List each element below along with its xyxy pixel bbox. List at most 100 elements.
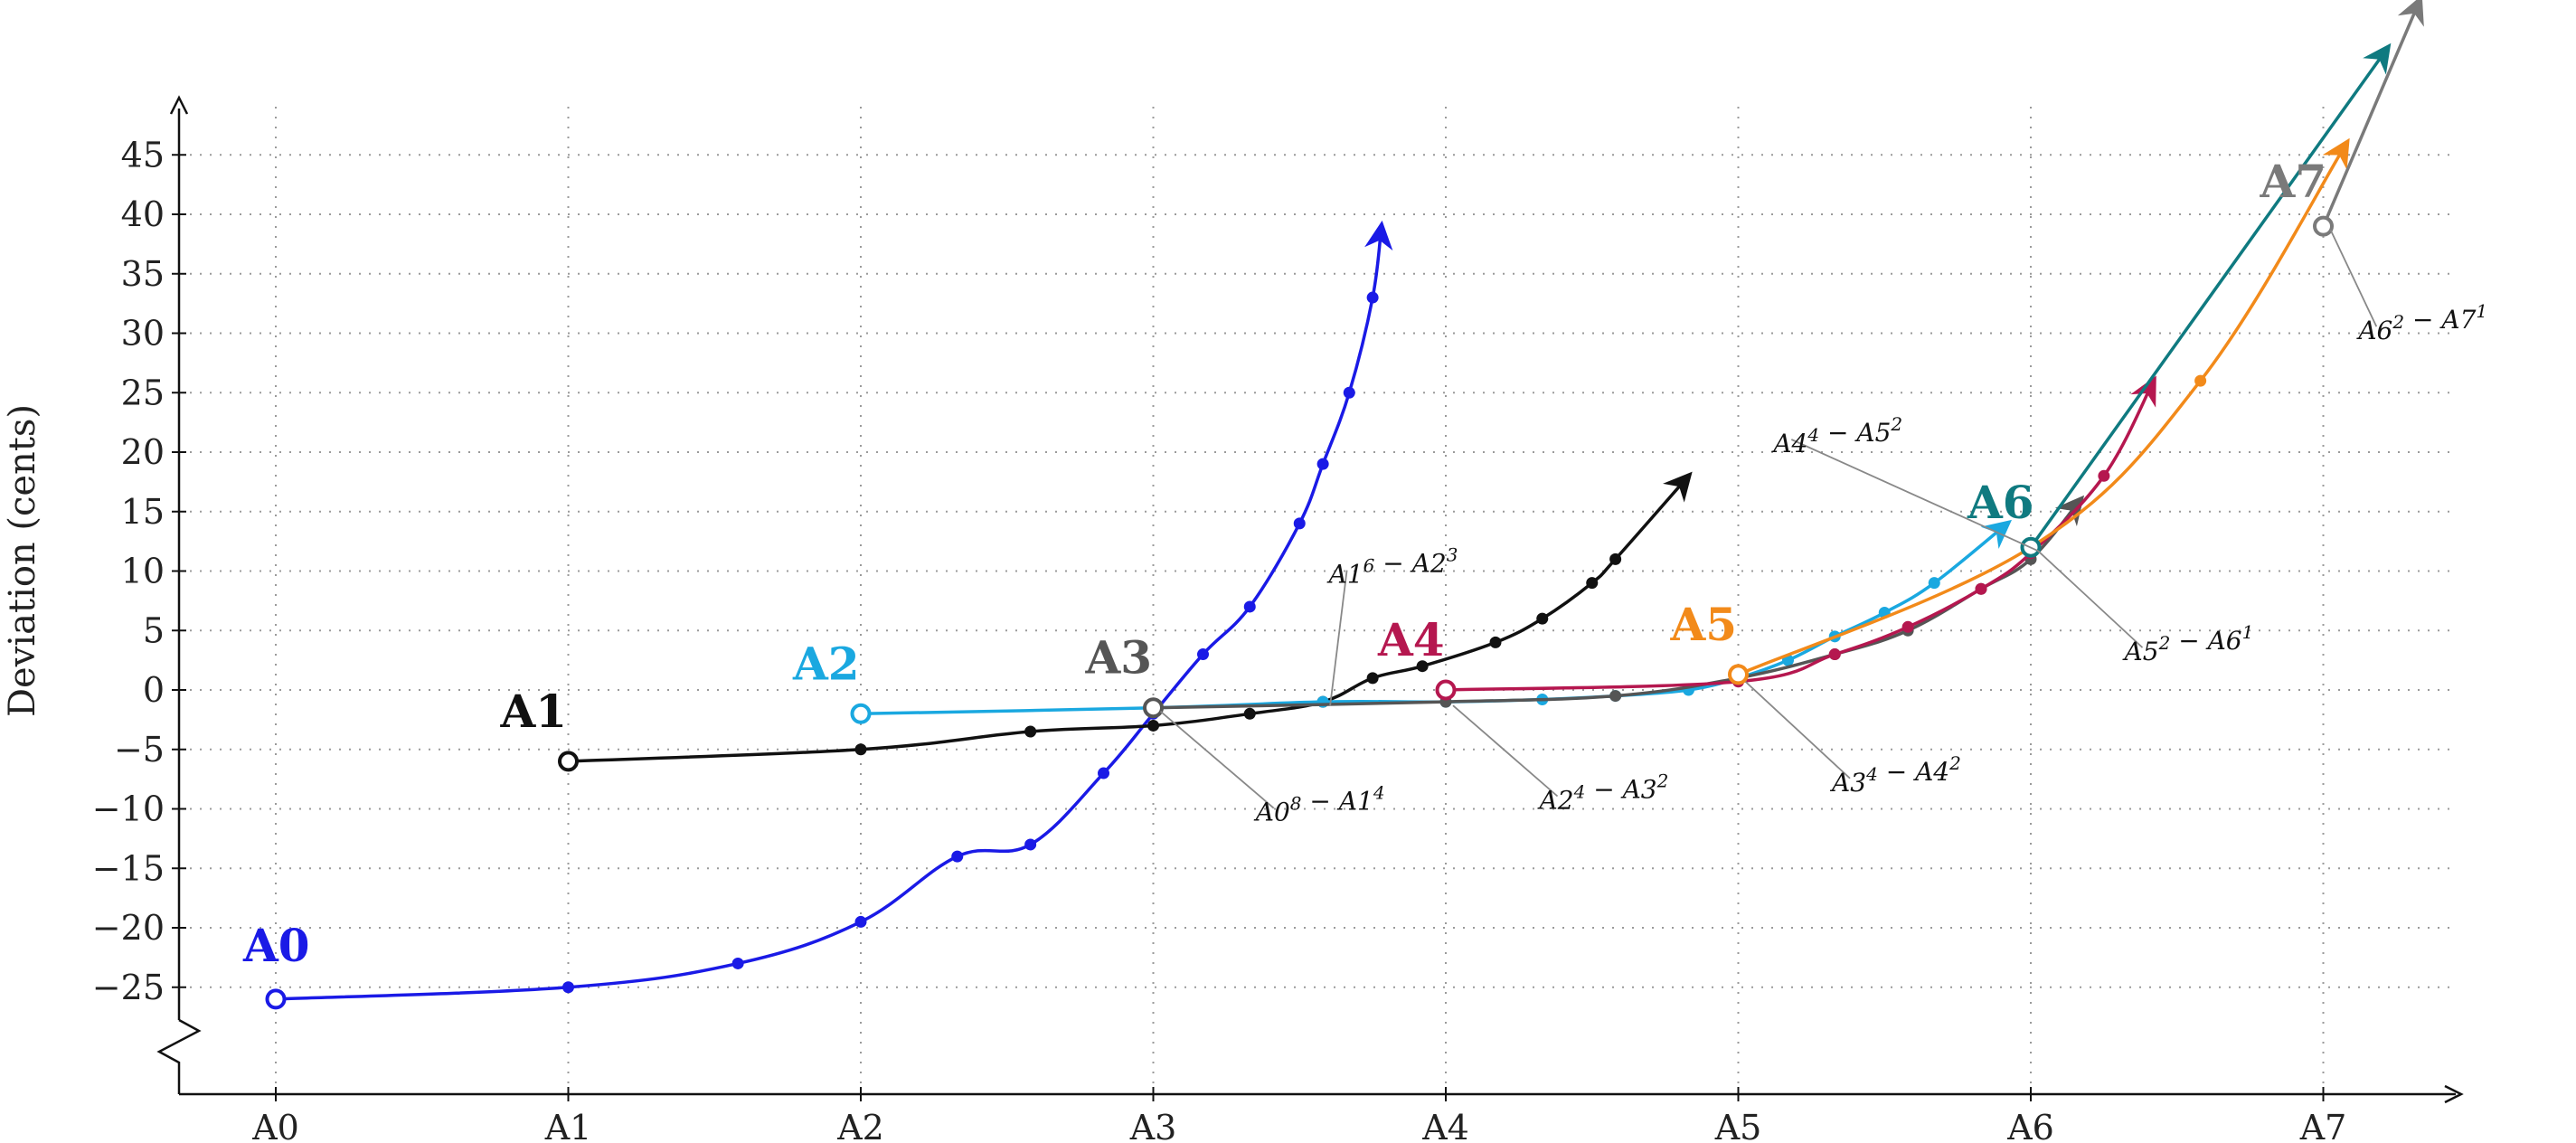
grid xyxy=(190,107,2452,1085)
data-point xyxy=(1975,582,1987,595)
data-point xyxy=(854,915,867,928)
series-a3 xyxy=(1143,495,2085,719)
y-tick-label: 30 xyxy=(121,314,165,354)
data-point xyxy=(2098,469,2110,482)
annotation: A52 − A61 xyxy=(2037,550,2254,666)
series-line-a6 xyxy=(2029,43,2392,549)
annotation-label: A52 − A61 xyxy=(2122,621,2254,666)
series-a6 xyxy=(2020,43,2392,558)
annotation-label: A34 − A42 xyxy=(1829,752,1961,798)
data-point xyxy=(1316,458,1329,470)
x-tick-label: A7 xyxy=(2299,1108,2347,1143)
y-tick-label: 25 xyxy=(121,373,165,412)
annotations: A08 − A14 A16 − A23 A24 − A32 A34 − A42 A44 … xyxy=(1159,229,2487,827)
start-point-marker xyxy=(1728,664,1749,685)
annotation-label: A62 − A71 xyxy=(2355,300,2487,345)
series-line-a0 xyxy=(275,220,1393,1001)
data-point xyxy=(2194,374,2207,387)
y-axis-break xyxy=(156,1018,202,1094)
data-point xyxy=(1098,767,1110,779)
start-label-a6: A6 xyxy=(1967,476,2034,529)
y-tick-label: −15 xyxy=(92,848,165,888)
start-point-marker xyxy=(850,703,872,724)
data-point xyxy=(1489,636,1502,648)
start-point-marker xyxy=(2313,215,2334,237)
y-tick-label: 10 xyxy=(121,552,165,591)
annotation-leader-line xyxy=(1329,570,1348,706)
annotation-leader-line xyxy=(2037,550,2144,648)
start-label-a7: A7 xyxy=(2260,155,2327,208)
annotation: A44 − A52 xyxy=(1770,413,2039,553)
data-point xyxy=(1609,690,1622,703)
y-tick-label: 45 xyxy=(121,135,165,175)
y-tick-label: 40 xyxy=(121,194,165,234)
annotation-label: A16 − A23 xyxy=(1326,544,1458,590)
series-a1 xyxy=(558,471,1693,772)
annotation: A34 − A42 xyxy=(1744,681,1961,798)
data-point xyxy=(1609,553,1622,565)
data-point xyxy=(731,957,744,969)
data-point xyxy=(1416,660,1429,673)
data-point xyxy=(854,743,867,756)
data-point xyxy=(562,981,574,994)
series-line-a7 xyxy=(2321,0,2424,227)
y-tick-label: −25 xyxy=(92,968,165,1007)
y-tick-label: 20 xyxy=(121,432,165,472)
data-point xyxy=(1024,838,1037,851)
y-tick-label: 15 xyxy=(121,492,165,532)
start-point-marker xyxy=(558,751,579,772)
start-labels: A0 A1 A2 A3 A4 A5 A6 A7 xyxy=(242,155,2326,972)
y-tick-label: −20 xyxy=(92,908,165,948)
y-tick-label: −5 xyxy=(114,730,165,770)
annotation-leader-line xyxy=(2329,229,2378,327)
y-axis-title: Deviation (cents) xyxy=(2,404,43,717)
annotation-label: A24 − A32 xyxy=(1537,770,1669,816)
annotation-leader-line xyxy=(1452,704,1559,798)
x-tick-label: A4 xyxy=(1421,1108,1469,1143)
data-point xyxy=(1243,707,1256,720)
y-tick-label: −10 xyxy=(92,789,165,829)
annotation-leader-line xyxy=(1744,681,1851,779)
series-line-a3 xyxy=(1153,495,2085,710)
x-tick-label: A5 xyxy=(1714,1108,1762,1143)
annotation: A16 − A23 xyxy=(1326,544,1458,706)
start-label-a0: A0 xyxy=(242,919,310,972)
y-tick-label: 35 xyxy=(121,254,165,294)
data-point xyxy=(1196,648,1209,661)
series-a4 xyxy=(1435,375,2156,701)
series-a7 xyxy=(2313,0,2424,237)
data-point xyxy=(1901,620,1914,633)
start-point-marker xyxy=(1435,679,1457,701)
series-a5 xyxy=(1728,137,2350,685)
y-axis-arrow-icon xyxy=(169,95,189,115)
annotation: A62 − A71 xyxy=(2329,229,2487,345)
annotation: A24 − A32 xyxy=(1452,704,1669,816)
data-point xyxy=(1293,517,1306,530)
annotation-leader-line xyxy=(1790,439,2039,553)
data-point xyxy=(1366,291,1379,304)
data-point xyxy=(1536,612,1549,625)
data-point xyxy=(1343,386,1355,399)
data-point xyxy=(1366,672,1379,685)
series-a0 xyxy=(265,220,1393,1010)
x-tick-label: A1 xyxy=(544,1108,592,1143)
start-point-marker xyxy=(1143,697,1164,719)
x-tick-label: A6 xyxy=(2006,1108,2054,1143)
annotation: A08 − A14 xyxy=(1159,711,1385,827)
start-point-marker xyxy=(265,988,287,1010)
x-tick-label: A0 xyxy=(251,1108,299,1143)
annotation-label: A44 − A52 xyxy=(1770,413,1902,458)
data-point xyxy=(1024,725,1037,738)
start-label-a5: A5 xyxy=(1670,598,1738,651)
y-tick-label: 5 xyxy=(143,610,165,650)
annotation-label: A08 − A14 xyxy=(1253,782,1385,827)
start-label-a3: A3 xyxy=(1085,631,1153,685)
y-tick-label: 0 xyxy=(143,670,165,710)
x-axis-arrow-icon xyxy=(2444,1084,2464,1104)
data-point xyxy=(1586,577,1599,590)
start-label-a4: A4 xyxy=(1377,613,1445,666)
start-label-a1: A1 xyxy=(500,685,568,738)
series-line-a5 xyxy=(1737,137,2350,676)
series-line-a1 xyxy=(568,471,1693,763)
